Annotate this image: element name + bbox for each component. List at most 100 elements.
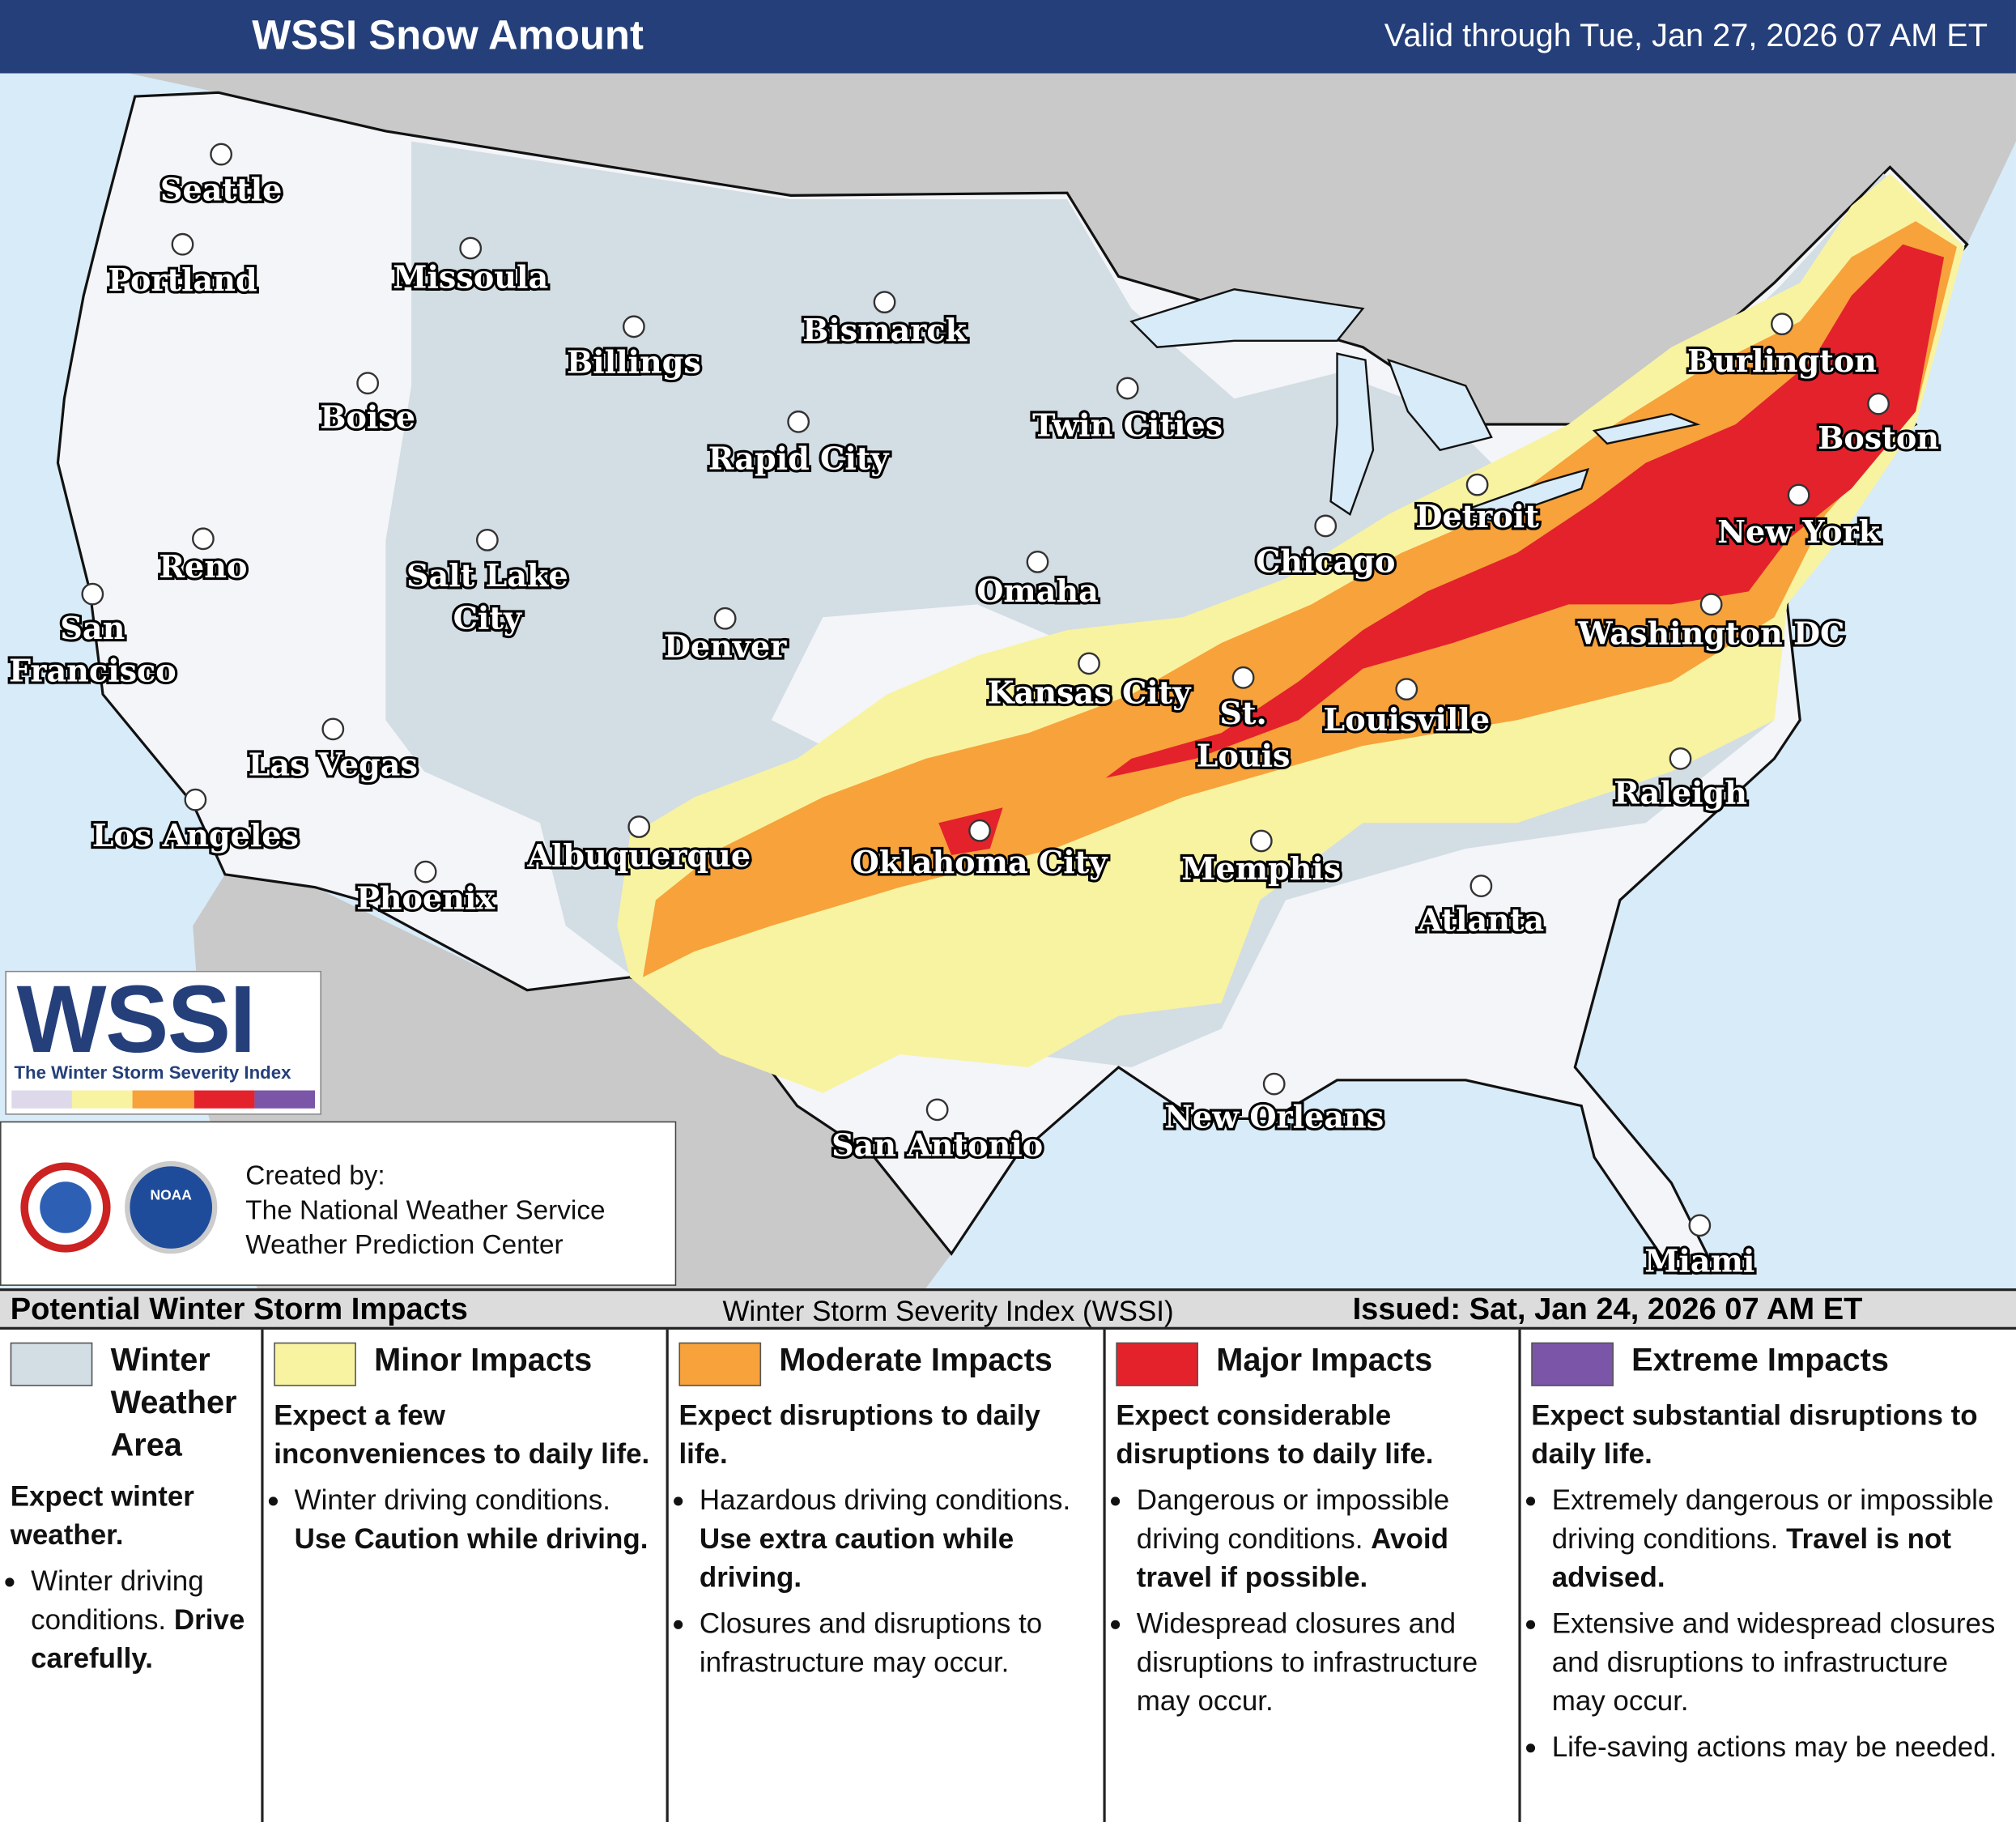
city-dot xyxy=(925,1098,949,1122)
city-label: Omaha xyxy=(976,573,1099,609)
legend-bullet: Closures and disruptions to infrastructu… xyxy=(700,1605,1095,1682)
city-dot xyxy=(1771,313,1793,336)
legend-swatch xyxy=(274,1342,356,1386)
city-label: Francisco xyxy=(9,653,177,689)
legend-column: Extreme Impacts Expect substantial disrup… xyxy=(1521,1330,2016,1822)
bullet-emphasis: Use Caution while driving. xyxy=(294,1522,649,1555)
bullet-emphasis: Avoid travel if possible. xyxy=(1136,1522,1448,1594)
credit-box: NOAA Created by: The National Weather Ser… xyxy=(0,1121,677,1286)
legend-bullet: Life-saving actions may be needed. xyxy=(1552,1728,2009,1767)
city-label: New Orleans xyxy=(1164,1099,1384,1135)
city-dot xyxy=(1314,514,1338,538)
city-label: City xyxy=(453,599,523,636)
city-label: Bismarck xyxy=(802,312,968,348)
city-dot xyxy=(356,372,380,395)
city-dot xyxy=(1787,483,1810,507)
moderate-impacts xyxy=(643,221,1957,977)
legend-bullet: Widespread closures and disruptions to i… xyxy=(1137,1605,1511,1721)
legend-bullet: Hazardous driving conditions. Use extra … xyxy=(700,1481,1095,1597)
city-dot xyxy=(627,815,651,838)
lake-ontario xyxy=(1592,413,1701,445)
legend-summary: Expect winter weather. xyxy=(10,1479,194,1552)
legend-name: Moderate Impacts xyxy=(779,1342,1053,1379)
city-label: Washington DC xyxy=(1577,615,1845,652)
bullet-emphasis: Travel is not advised. xyxy=(1551,1522,1951,1594)
city-dot xyxy=(713,607,737,630)
bullet-text: Extremely dangerous or impossible drivin… xyxy=(1551,1484,1994,1555)
city-label: Salt Lake xyxy=(406,557,568,594)
nws-logo-inner xyxy=(40,1181,91,1233)
legend-header: Minor Impacts xyxy=(274,1340,658,1386)
city-dot xyxy=(184,788,207,811)
legend-bullet: Extremely dangerous or impossible drivin… xyxy=(1552,1481,2009,1597)
bullet-text: Closures and disruptions to infrastructu… xyxy=(699,1607,1043,1679)
bullet-text: Dangerous or impossible driving conditio… xyxy=(1136,1484,1450,1555)
legend-column: Winter Weather Area Expect winter weather… xyxy=(0,1329,264,1822)
wssi-logo: WSSI The Winter Storm Severity Index xyxy=(5,966,322,1115)
legend-summary: Expect disruptions to daily life. xyxy=(678,1398,1040,1470)
legend-bullets: Winter driving conditions. Use Caution w… xyxy=(274,1481,658,1558)
city-dot xyxy=(1688,1214,1712,1237)
legend-name: Minor Impacts xyxy=(374,1342,593,1379)
bullet-emphasis: Use extra caution while driving. xyxy=(699,1522,1014,1594)
city-label: Las Vegas xyxy=(249,746,418,782)
canada xyxy=(128,73,2016,425)
city-dot xyxy=(1116,377,1139,400)
city-dot xyxy=(321,717,345,741)
city-label: Louisville xyxy=(1323,701,1490,738)
city-dot xyxy=(171,232,194,256)
legend-bullets: Dangerous or impossible driving conditio… xyxy=(1116,1481,1511,1720)
city-dot xyxy=(1669,747,1692,770)
lake-erie xyxy=(1448,467,1590,522)
city-dot xyxy=(1231,666,1255,689)
valid-time: Valid through Tue, Jan 27, 2026 07 AM ET xyxy=(1384,18,1988,54)
white-patch xyxy=(771,604,1068,746)
city-dot xyxy=(873,291,896,314)
legend-header: Major Impacts xyxy=(1116,1340,1511,1386)
city-label: Twin Cities xyxy=(1032,407,1223,443)
legend-swatch xyxy=(1116,1342,1199,1386)
city-label: Raleigh xyxy=(1614,774,1747,811)
impact-legend: Winter Weather Area Expect winter weather… xyxy=(0,1329,2016,1822)
city-label: Memphis xyxy=(1181,850,1341,887)
lake-superior xyxy=(1129,288,1365,348)
legend-bullet: Extensive and widespread closures and di… xyxy=(1552,1605,2009,1721)
city-label: Kansas City xyxy=(988,675,1193,711)
city-dot xyxy=(1078,652,1100,675)
legend-swatch xyxy=(1531,1342,1614,1386)
index-name: Winter Storm Severity Index (WSSI) xyxy=(722,1295,1174,1327)
city-dot xyxy=(1465,473,1489,496)
city-label: Detroit xyxy=(1415,498,1539,534)
legend-bar: Potential Winter Storm Impacts Winter St… xyxy=(0,1288,2016,1330)
city-label: Rapid City xyxy=(708,441,891,477)
legend-bullets: Extremely dangerous or impossible drivin… xyxy=(1531,1481,2008,1767)
city-label: Albuquerque xyxy=(526,837,751,874)
legend-column: Moderate Impacts Expect disruptions to da… xyxy=(669,1329,1106,1822)
bullet-text: Winter driving conditions. xyxy=(31,1564,204,1636)
legend-title: Potential Winter Storm Impacts xyxy=(10,1292,468,1327)
legend-header: Winter Weather Area xyxy=(10,1340,253,1467)
city-label: San xyxy=(60,610,125,646)
logo-strip xyxy=(11,1090,316,1109)
legend-header: Moderate Impacts xyxy=(678,1340,1095,1386)
city-label: New York xyxy=(1717,513,1882,550)
issued-time: Issued: Sat, Jan 24, 2026 07 AM ET xyxy=(1352,1292,1863,1327)
legend-summary: Expect substantial disruptions to daily … xyxy=(1531,1398,1978,1470)
city-dot xyxy=(459,236,483,260)
city-dot xyxy=(414,860,437,883)
city-dot xyxy=(968,819,991,842)
great-lakes xyxy=(1129,288,1701,522)
noaa-text: NOAA xyxy=(151,1187,193,1203)
city-label: Denver xyxy=(664,628,787,664)
legend-bullets: Winter driving conditions. Drive careful… xyxy=(11,1562,253,1678)
bullet-text: Life-saving actions may be needed. xyxy=(1551,1730,1997,1764)
header: WSSI Snow Amount Valid through Tue, Jan … xyxy=(0,0,2016,74)
city-dot xyxy=(1395,678,1418,701)
city-label: Billings xyxy=(567,343,701,380)
lake-michigan xyxy=(1329,352,1375,516)
legend-bullet: Winter driving conditions. Use Caution w… xyxy=(295,1481,658,1558)
major-impacts xyxy=(1105,244,1945,778)
legend-column: Minor Impacts Expect a few inconveniences… xyxy=(264,1329,669,1822)
